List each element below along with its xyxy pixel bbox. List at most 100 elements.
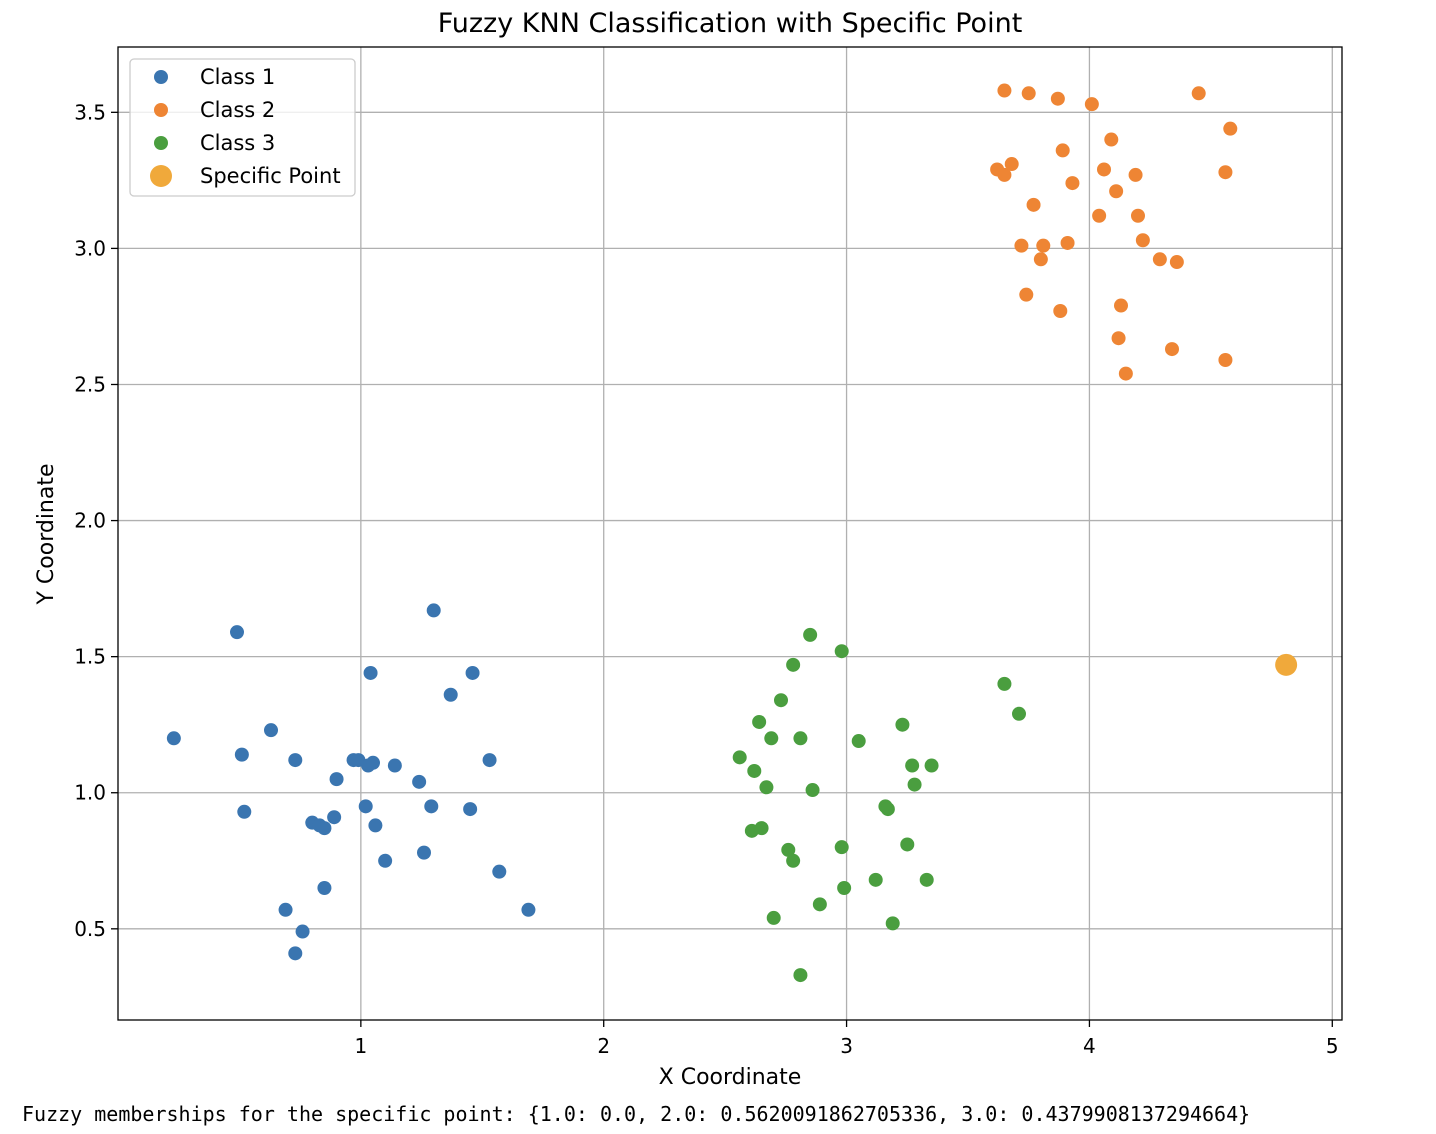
class-2-point — [1169, 255, 1184, 270]
x-tick-label: 3 — [840, 1034, 853, 1058]
class-2-point — [1097, 162, 1111, 177]
class-2-point — [1050, 91, 1065, 106]
class-1-point — [295, 924, 310, 939]
class-3-point — [803, 627, 818, 642]
class-3-point — [1012, 706, 1026, 721]
class-2-point — [1019, 287, 1034, 302]
class-3-point — [786, 657, 801, 672]
class-2-point — [1135, 233, 1150, 248]
class-2-point — [997, 167, 1012, 182]
class-2-point — [1131, 208, 1145, 223]
class-1-point — [482, 753, 497, 768]
class-3-point — [793, 968, 808, 983]
x-tick-label: 2 — [597, 1034, 610, 1058]
class-2-point — [1109, 184, 1124, 199]
class-3-point — [834, 840, 849, 855]
class-3-point — [919, 872, 934, 887]
class-2-point — [1165, 342, 1179, 357]
class-2-point — [1004, 157, 1019, 172]
chart-title: Fuzzy KNN Classification with Specific P… — [438, 8, 1023, 39]
class-3-point — [834, 644, 849, 659]
class-3-point — [793, 731, 808, 746]
console-output: Fuzzy memberships for the specific point… — [22, 1102, 1251, 1126]
class-3-point — [837, 880, 852, 895]
class-1-point — [327, 810, 342, 825]
class-3-point — [759, 780, 774, 795]
class-2-point — [1128, 167, 1143, 182]
y-tick-label: 2.5 — [74, 372, 106, 396]
class-1-point — [166, 731, 181, 746]
legend-label-class-2: Class 2 — [200, 98, 275, 122]
class-2-point — [1026, 197, 1041, 212]
scatter-chart: 1 2 3 4 5 0.5 1.0 1.5 2.0 2.5 3.0 3.5 Fuzzy KNN Cl… — [34, 8, 1343, 1090]
class-3-point — [885, 916, 900, 931]
class-3-point — [786, 853, 801, 868]
x-tick-label: 4 — [1083, 1034, 1096, 1058]
class-1-point — [426, 603, 441, 618]
class-2-point — [1218, 352, 1233, 367]
class-1-point — [417, 845, 431, 860]
class-1-point — [317, 880, 332, 895]
class-3-point — [732, 750, 747, 765]
class-3-point — [754, 821, 769, 836]
class-3-point — [851, 734, 866, 749]
class-3-point — [907, 777, 922, 792]
class-2-point — [1036, 238, 1051, 253]
x-axis-label: X Coordinate — [659, 1065, 802, 1090]
class-1-point — [329, 772, 344, 787]
class-1-point — [465, 665, 480, 680]
class-1-point — [358, 799, 373, 814]
class-3-point — [764, 731, 779, 746]
legend-label-specific-point: Specific Point — [200, 164, 341, 188]
class-1-point — [288, 753, 303, 768]
class-2-point — [1223, 121, 1238, 136]
class-1-point — [463, 802, 478, 817]
class-2-point — [1053, 304, 1068, 319]
class-3-point — [924, 758, 939, 773]
data-points — [166, 83, 1298, 983]
class-2-point — [1021, 86, 1036, 101]
class-1-point — [363, 665, 378, 680]
class-2-point — [1114, 298, 1128, 313]
specific-point-point — [1275, 653, 1298, 676]
class-2-point — [1065, 176, 1080, 191]
class-2-point — [1084, 97, 1099, 112]
y-tick-label: 1.0 — [74, 781, 106, 805]
grid-lines — [118, 47, 1342, 1020]
class-1-point — [521, 902, 536, 917]
legend-label-class-3: Class 3 — [200, 131, 275, 155]
class-3-point — [900, 837, 915, 852]
class-2-point — [1033, 252, 1048, 267]
class-3-point — [905, 758, 920, 773]
x-tick-label: 5 — [1326, 1034, 1339, 1058]
class-2-point — [1152, 252, 1167, 267]
class-3-point — [895, 717, 910, 732]
legend-marker-class-1 — [154, 70, 168, 84]
legend: Class 1 Class 2 Class 3 Specific Point — [129, 58, 356, 197]
class-3-point — [781, 842, 796, 857]
class-2-point — [1014, 238, 1029, 253]
class-2-point — [1092, 208, 1107, 223]
class-1-point — [412, 774, 427, 789]
class-2-point — [997, 83, 1012, 98]
class-3-point — [812, 897, 827, 912]
legend-marker-specific-point — [150, 165, 172, 187]
class-1-point — [264, 723, 278, 738]
y-axis-label: Y Coordinate — [34, 463, 59, 605]
class-1-point — [288, 946, 303, 961]
class-1-point — [492, 864, 507, 879]
class-3-point — [747, 763, 762, 778]
class-3-point — [868, 872, 883, 887]
plot-frame — [117, 46, 1343, 1021]
class-2-point — [1111, 331, 1126, 346]
y-tick-label: 3.5 — [74, 100, 106, 124]
class-1-point — [424, 799, 439, 814]
y-tick-label: 2.0 — [74, 509, 106, 533]
class-2-point — [1118, 366, 1133, 381]
legend-label-class-1: Class 1 — [200, 65, 275, 89]
class-2-point — [1055, 143, 1070, 158]
legend-box — [129, 58, 356, 197]
class-1-point — [378, 853, 393, 868]
class-1-point — [317, 821, 332, 836]
x-axis-ticks: 1 2 3 4 5 — [354, 1020, 1339, 1058]
